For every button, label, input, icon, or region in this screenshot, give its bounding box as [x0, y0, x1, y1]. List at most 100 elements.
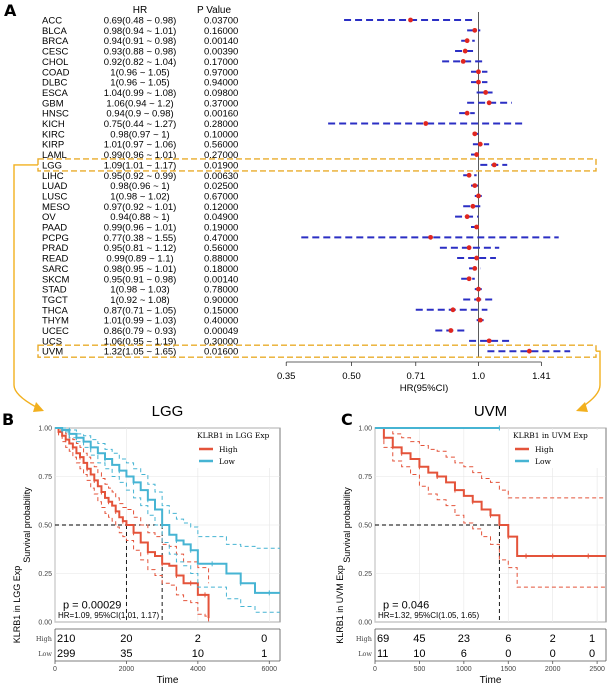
row-hr-point	[460, 59, 466, 64]
row-p-value: 0.15000	[204, 305, 238, 316]
panel-a-label: A	[4, 1, 17, 20]
column-header-p-value: P Value	[197, 5, 232, 16]
row-p-value: 0.18000	[204, 264, 238, 275]
p-value-text: p = 0.046	[383, 600, 429, 612]
row-p-value: 0.78000	[204, 285, 238, 296]
risk-table-count: 11	[377, 648, 388, 660]
row-cancer-label: UCEC	[42, 326, 69, 337]
row-hr-point	[476, 79, 481, 85]
y-tick-label: 0.25	[38, 571, 52, 578]
row-hr-text: 0.95(0.92 ~ 0.99)	[104, 171, 177, 182]
risk-table-count: 10	[413, 648, 425, 660]
hr-text: HR=1.09, 95%CI(1.01, 1.17)	[58, 611, 160, 620]
row-hr-point	[526, 348, 532, 354]
row-hr-point	[464, 214, 470, 220]
km-plot-uvm: UVM 0.00 0.25 0.50 0.75 1.00 Survival probabil…	[335, 403, 607, 686]
x-axis-title: Time	[480, 675, 502, 686]
y-axis-title: Survival probability	[342, 487, 352, 563]
y-tick-label: 1.00	[38, 426, 52, 433]
row-hr-point	[483, 90, 489, 95]
x-tick-label: 1000	[456, 666, 472, 673]
row-cancer-label: KIRP	[42, 140, 64, 151]
row-p-value: 0.09800	[204, 88, 238, 99]
y-tick-label: 0.00	[38, 620, 52, 627]
x-tick-label: 4000	[190, 666, 206, 673]
row-hr-text: 1.04(0.99 ~ 1.08)	[104, 88, 177, 99]
legend-label: Low	[219, 457, 235, 466]
row-p-value: 0.30000	[204, 336, 238, 347]
y-tick-label: 0.50	[38, 523, 52, 530]
row-p-value: 0.00390	[204, 47, 238, 58]
ci-lower-line	[55, 427, 280, 613]
row-hr-point	[408, 17, 413, 23]
y-tick-label: 0.50	[358, 523, 372, 530]
row-p-value: 0.16000	[204, 26, 238, 37]
row-p-value: 0.01900	[204, 160, 238, 171]
row-cancer-label: SKCM	[42, 274, 70, 285]
risk-table-count: 1	[261, 648, 267, 660]
km-title: LGG	[152, 403, 184, 420]
row-p-value: 0.10000	[204, 129, 238, 140]
ci-upper-line	[55, 427, 280, 549]
panel-c-label: C	[341, 410, 353, 429]
row-p-value: 0.67000	[204, 191, 238, 202]
row-hr-point	[450, 307, 456, 313]
row-hr-text: 0.98(0.96 ~ 1)	[110, 181, 169, 192]
row-hr-point	[472, 131, 478, 137]
row-p-value: 0.37000	[204, 98, 238, 109]
risk-table-title: KLRB1 in LGG Exp	[12, 566, 22, 644]
row-p-value: 0.04900	[204, 212, 238, 223]
row-hr-point	[428, 234, 434, 240]
row-cancer-label: READ	[42, 254, 69, 265]
x-tick-label: 1500	[500, 666, 516, 673]
row-cancer-label: PAAD	[42, 223, 67, 234]
row-p-value: 0.28000	[204, 119, 238, 130]
row-cancer-label: LGG	[42, 160, 62, 171]
x-tick-label: 1.41	[532, 371, 551, 382]
row-hr-text: 0.77(0.38 ~ 1.55)	[104, 233, 177, 244]
risk-table-count: 20	[120, 633, 132, 645]
row-hr-text: 0.94(0.9 ~ 0.98)	[106, 109, 173, 120]
risk-table-count: 2	[195, 633, 201, 645]
x-tick-label: 0	[53, 666, 57, 673]
row-hr-text: 1.06(0.94 ~ 1.2)	[106, 98, 173, 109]
row-cancer-label: LUSC	[42, 191, 67, 202]
risk-table-count: 0	[505, 648, 511, 660]
row-cancer-label: TGCT	[42, 295, 68, 306]
row-hr-text: 0.98(0.97 ~ 1)	[110, 129, 169, 140]
risk-table-count: 35	[120, 648, 132, 660]
row-p-value: 0.94000	[204, 78, 238, 89]
row-hr-point	[476, 286, 481, 292]
risk-table-count: 23	[458, 633, 470, 645]
row-p-value: 0.56000	[204, 243, 238, 254]
y-tick-label: 0.75	[38, 474, 52, 481]
x-axis-title: Time	[157, 675, 179, 686]
forest-plot: HR P Value ACC 0.69(0.48 ~ 0.98) 0.03700 BLCA…	[13, 5, 601, 412]
row-cancer-label: UCS	[42, 336, 62, 347]
row-hr-point	[476, 193, 481, 199]
legend-title: KLRB1 in UVM Exp	[513, 431, 588, 440]
row-cancer-label: COAD	[42, 67, 70, 78]
row-cancer-label: PRAD	[42, 243, 69, 254]
row-hr-point	[462, 48, 468, 54]
x-tick-label: 0.50	[342, 371, 361, 382]
row-cancer-label: SARC	[42, 264, 69, 275]
row-p-value: 0.17000	[204, 57, 238, 68]
risk-table-count: 10	[192, 648, 204, 660]
row-cancer-label: BLCA	[42, 26, 67, 37]
row-hr-point	[486, 100, 492, 106]
row-cancer-label: CHOL	[42, 57, 68, 68]
row-hr-text: 1(0.96 ~ 1.05)	[110, 78, 169, 89]
row-hr-point	[470, 203, 476, 209]
risk-table-count: 299	[57, 648, 75, 660]
row-hr-text: 1.01(0.97 ~ 1.06)	[104, 140, 177, 151]
row-hr-text: 0.98(0.94 ~ 1.01)	[104, 26, 177, 37]
legend-title: KLRB1 in LGG Exp	[197, 431, 270, 440]
row-hr-point	[472, 183, 478, 189]
row-cancer-label: LIHC	[42, 171, 64, 182]
row-hr-point	[464, 38, 470, 44]
row-cancer-label: OV	[42, 212, 56, 223]
row-cancer-label: CESC	[42, 47, 69, 58]
row-p-value: 0.12000	[204, 202, 238, 213]
